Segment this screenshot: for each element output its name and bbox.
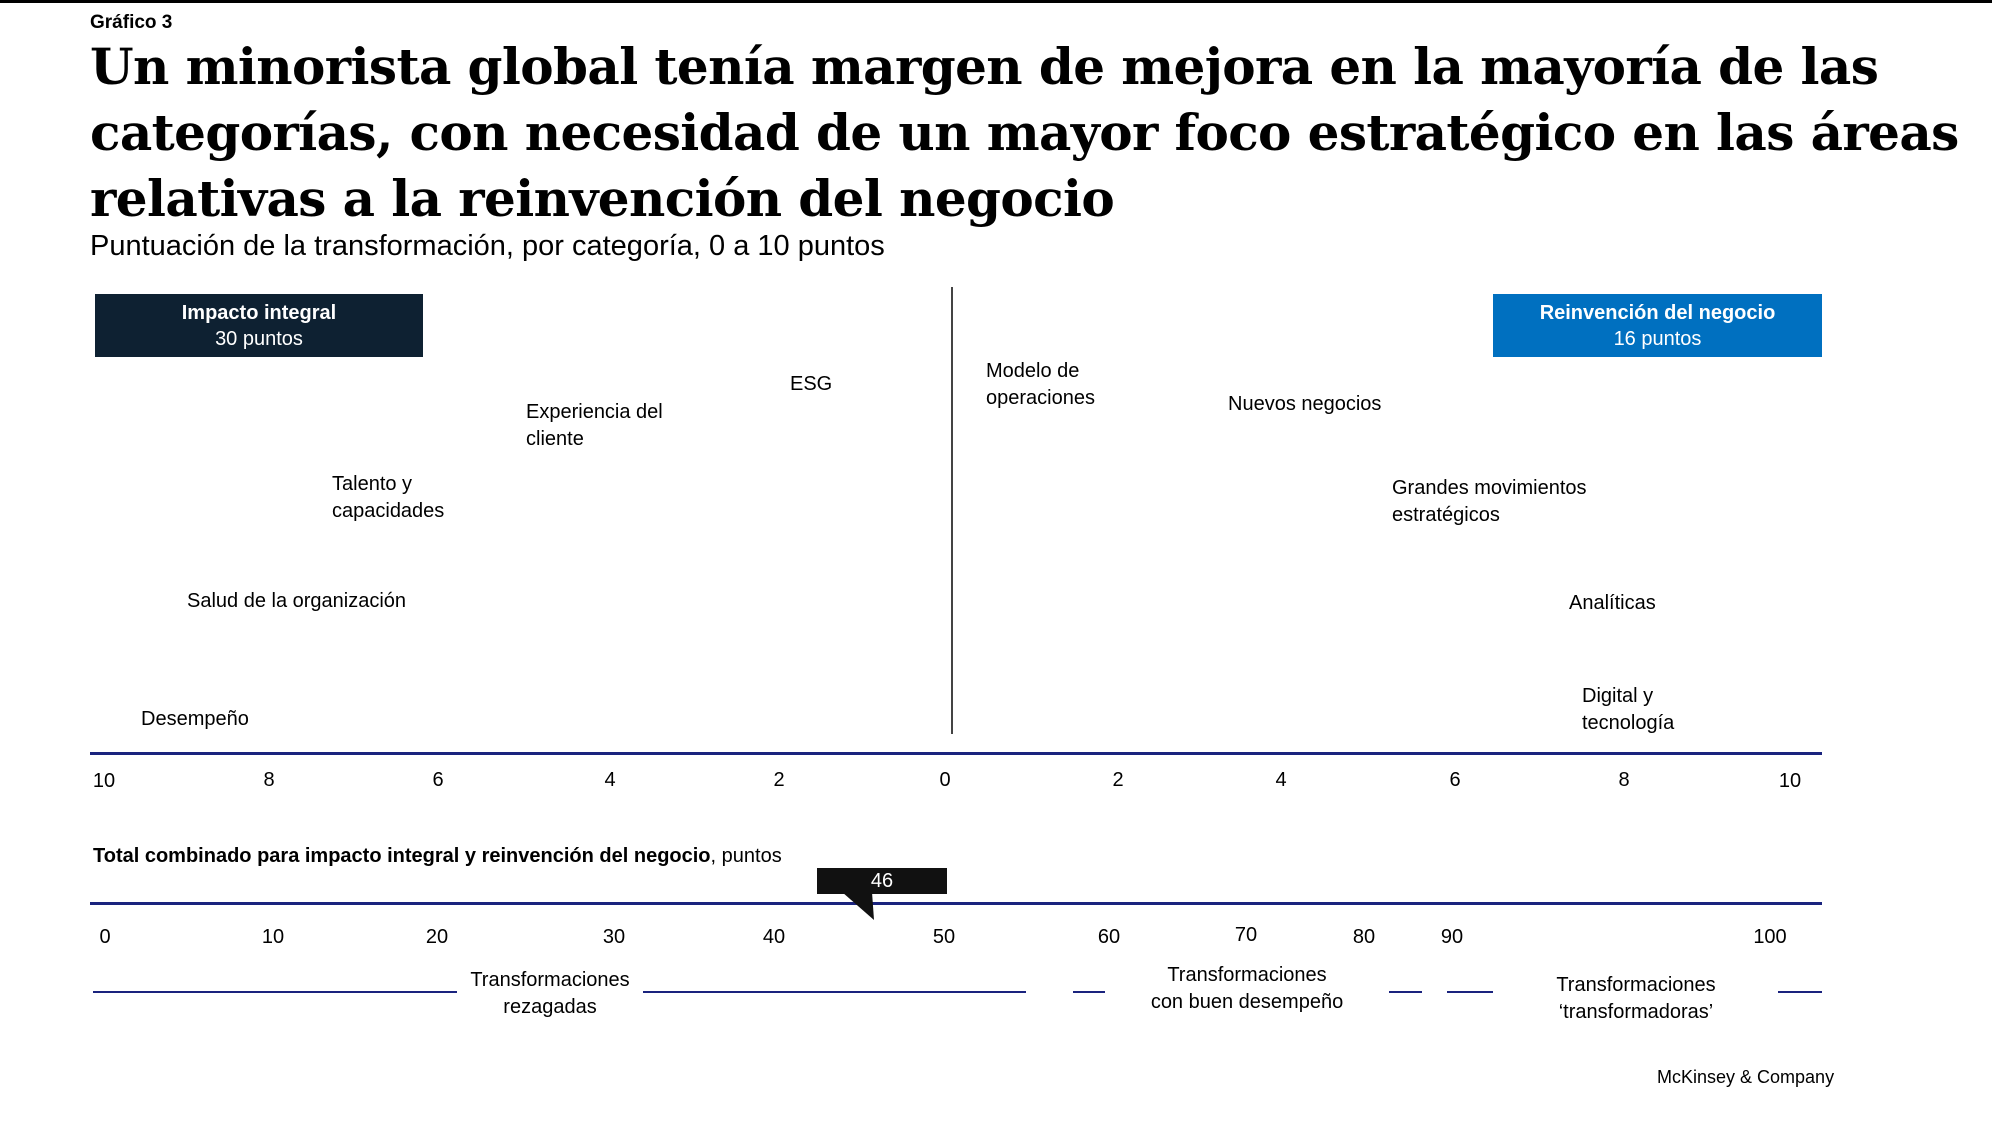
combined-axis-tick: 0	[99, 926, 111, 948]
chart-subtitle: Puntuación de la transformación, por cat…	[90, 230, 885, 262]
combined-axis-tick: 70	[1234, 924, 1258, 946]
axis-tick: 8	[1618, 769, 1630, 791]
combined-axis-tick: 90	[1440, 926, 1464, 948]
band-line	[1073, 991, 1105, 993]
band-label-transformadoras: Transformaciones ‘transformadoras’	[1556, 974, 1716, 1023]
combined-axis-tick: 40	[762, 926, 786, 948]
group-name: Impacto integral	[181, 301, 337, 324]
center-divider	[951, 287, 953, 734]
top-rule	[0, 0, 1992, 3]
combined-value-callout: 46	[817, 868, 947, 894]
band-line	[1778, 991, 1822, 993]
category-label-digital-tecnologia: Digital y tecnología	[1582, 685, 1675, 734]
combined-axis-tick: 20	[425, 926, 449, 948]
band-line	[93, 991, 457, 993]
category-label-desempeno: Desempeño	[141, 708, 249, 730]
group-name: Reinvención del negocio	[1539, 301, 1776, 324]
combined-axis-tick: 100	[1753, 926, 1787, 948]
combined-axis-tick: 50	[932, 926, 956, 948]
axis-tick: 2	[1112, 769, 1124, 791]
group-points: 16 puntos	[1613, 327, 1702, 350]
combined-axis-tick: 80	[1352, 926, 1376, 948]
band-line	[643, 991, 1026, 993]
category-label-experiencia: Experiencia del cliente	[526, 401, 663, 450]
category-label-salud: Salud de la organización	[187, 590, 407, 612]
category-label-modelo-operaciones: Modelo de operaciones	[986, 360, 1095, 409]
axis-tick: 8	[263, 769, 275, 791]
exhibit-label: Gráfico 3	[90, 12, 173, 33]
callout-pointer-icon	[842, 892, 874, 920]
group-box-reinvencion-negocio: Reinvención del negocio 16 puntos	[1493, 294, 1822, 357]
combined-total-label: Total combinado para impacto integral y …	[93, 845, 782, 867]
category-label-analiticas: Analíticas	[1569, 592, 1656, 614]
axis-tick: 10	[92, 770, 116, 792]
score-axis	[90, 752, 1822, 755]
combined-axis-tick: 60	[1097, 926, 1121, 948]
combined-axis-tick: 30	[602, 926, 626, 948]
axis-tick: 4	[1275, 769, 1287, 791]
band-line	[1389, 991, 1422, 993]
group-points: 30 puntos	[215, 327, 303, 350]
category-label-nuevos-negocios: Nuevos negocios	[1228, 393, 1382, 415]
combined-axis	[90, 902, 1822, 905]
chart-title: Un minorista global tenía margen de mejo…	[90, 37, 1959, 228]
combined-axis-tick: 10	[261, 926, 285, 948]
axis-tick: 6	[432, 769, 444, 791]
group-box-impacto-integral: Impacto integral 30 puntos	[95, 294, 423, 357]
category-label-talento: Talento y capacidades	[332, 473, 445, 522]
source-footer: McKinsey & Company	[1657, 1067, 1835, 1087]
category-label-grandes-movimientos: Grandes movimientos estratégicos	[1392, 477, 1587, 526]
band-label-rezagadas: Transformaciones rezagadas	[470, 969, 630, 1018]
axis-tick: 4	[604, 769, 616, 791]
axis-tick: 6	[1449, 769, 1461, 791]
axis-tick: 2	[773, 769, 785, 791]
band-label-buen-desempeno: Transformaciones con buen desempeño	[1150, 964, 1344, 1013]
band-line	[1447, 991, 1493, 993]
axis-tick: 10	[1778, 770, 1802, 792]
category-label-esg: ESG	[790, 373, 833, 395]
axis-tick: 0	[939, 769, 951, 791]
